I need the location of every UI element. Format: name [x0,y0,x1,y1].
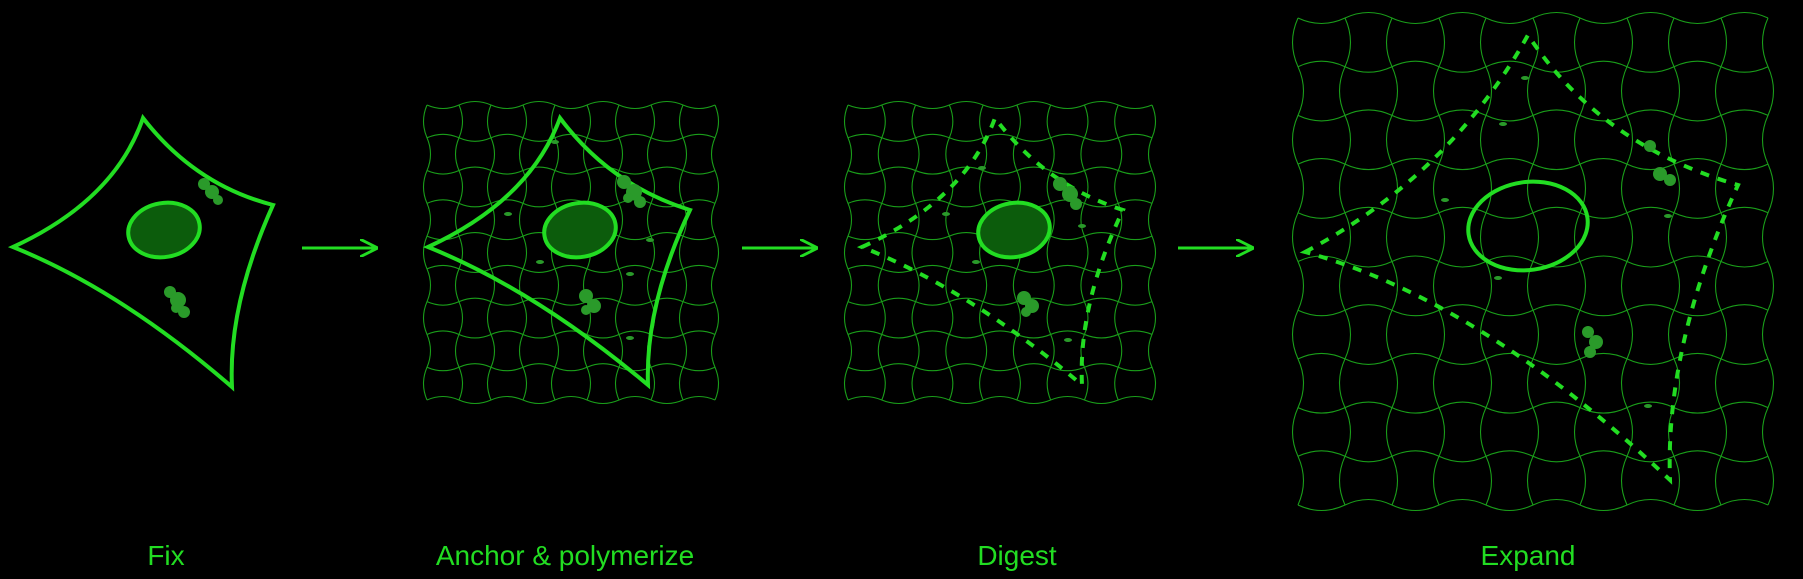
protein-cluster [579,289,601,315]
mesh-line [1620,17,1634,506]
mesh-line [426,297,716,306]
stage-expand [1291,11,1775,512]
mesh-line [847,330,1153,339]
mesh-line [426,363,716,372]
mesh-line [426,166,716,175]
mesh-line [847,100,1153,110]
stage-label-fix: Fix [147,540,184,571]
mesh-line [847,297,1153,306]
mesh-line [426,100,716,110]
mesh-line [1714,17,1728,506]
protein-cluster [198,178,223,205]
mesh-line [847,133,1153,142]
mesh-line [426,395,716,405]
anchor-dots [504,140,654,340]
mesh-line [426,199,716,208]
cell-outline [422,113,693,390]
mesh-line [877,104,886,401]
nucleus [1466,179,1590,273]
mesh-line [426,330,716,339]
stage-label-anchor-polymerize: Anchor & polymerize [436,540,694,571]
protein-cluster [1644,140,1676,186]
cell-outline-expanded [1299,31,1741,485]
anchor-dots [942,166,1086,342]
cell-outline-digested [856,113,1126,390]
protein-cluster [1017,291,1039,317]
mesh-line [847,363,1153,372]
stage-fix [7,113,276,392]
mesh-line [847,264,1153,273]
mesh-line [678,104,688,401]
stage-digest [843,100,1157,405]
mesh-line [454,104,464,401]
mesh-line [422,104,432,401]
mesh-line [1297,498,1769,512]
mesh-line [979,104,988,401]
mesh-line [614,104,624,401]
nucleus [976,200,1052,260]
nucleus [542,200,618,260]
mesh-line [847,166,1153,175]
mesh-line [1761,17,1775,506]
cell-outline [7,113,276,392]
mesh-line [911,104,920,401]
mesh-line [1667,17,1681,506]
mesh-line [847,199,1153,208]
mesh-line [1114,104,1123,401]
protein-cluster [1582,326,1603,358]
mesh-line [518,104,528,401]
mesh-line [843,104,853,401]
nucleus [126,200,202,260]
mesh-line [847,395,1153,405]
mesh-line [710,104,720,401]
mesh-line [1573,17,1587,506]
mesh-line [486,104,496,401]
protein-cluster [164,286,190,318]
mesh-line [1526,17,1540,506]
stage-label-digest: Digest [977,540,1057,571]
protein-cluster [617,175,646,208]
mesh-line [945,104,954,401]
mesh-line [1046,104,1055,401]
stage-anchor-polymerize [422,100,720,405]
mesh-line [426,133,716,142]
mesh-line [1297,450,1769,463]
mesh-line [1297,304,1769,317]
stage-label-expand: Expand [1481,540,1576,571]
mesh-line [550,104,560,401]
anchor-dots [1441,76,1672,408]
mesh-line [1080,104,1089,401]
protein-cluster [1053,177,1082,210]
mesh-line [1297,352,1769,365]
gel-mesh [1291,11,1775,512]
mesh-line [1147,104,1157,401]
mesh-line [1297,401,1769,414]
